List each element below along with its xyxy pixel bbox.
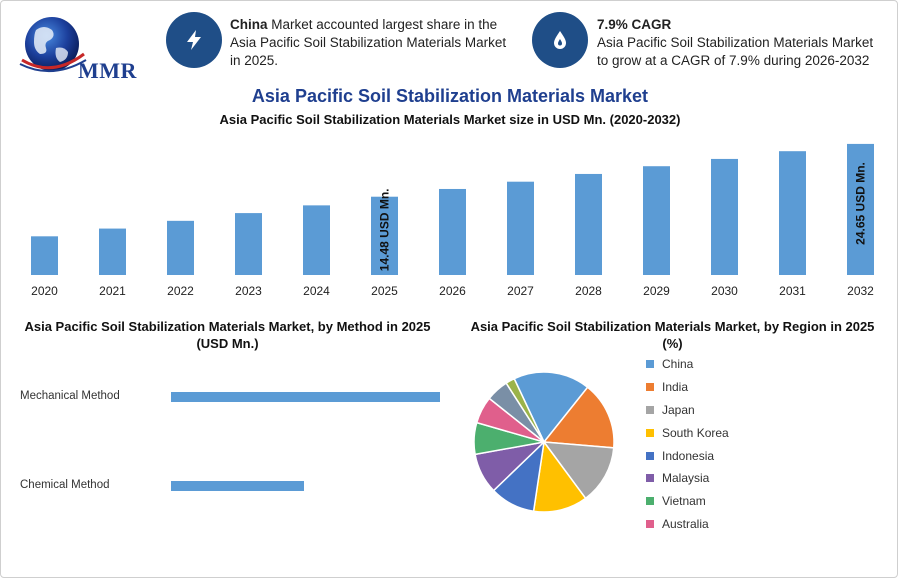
highlight-body: Market accounted largest share in the As… xyxy=(230,17,507,68)
bar-2028 xyxy=(575,173,602,275)
bar-2026 xyxy=(439,188,466,275)
pie-slice-others-2 xyxy=(505,377,545,443)
highlight-strong: 7.9% CAGR xyxy=(597,17,672,32)
x-tick-label: 2026 xyxy=(439,284,466,298)
bar-2029 xyxy=(643,166,670,275)
legend-item: Japan xyxy=(646,399,729,422)
lightning-icon-badge xyxy=(166,12,222,68)
bar-2022 xyxy=(167,220,194,275)
drop-icon-badge xyxy=(532,12,588,68)
legend-swatch xyxy=(646,405,654,414)
x-tick-label: 2024 xyxy=(303,284,330,298)
data-label: 14.48 USD Mn. xyxy=(378,189,392,272)
region-pie-chart xyxy=(473,371,615,513)
bar-chart-title: Asia Pacific Soil Stabilization Material… xyxy=(219,112,681,127)
x-tick-label: 2023 xyxy=(235,284,262,298)
logo-text: MMR xyxy=(78,58,137,83)
legend-label: Australia xyxy=(662,516,709,531)
legend-item: Vietnam xyxy=(646,490,729,513)
bar-2023 xyxy=(235,213,262,275)
highlight-china: China Market accounted largest share in … xyxy=(230,16,520,70)
legend-swatch xyxy=(646,474,654,483)
legend-label: Japan xyxy=(662,402,695,417)
legend-item: South Korea xyxy=(646,421,729,444)
legend-swatch xyxy=(646,519,654,528)
bar-2020 xyxy=(31,236,58,275)
legend-swatch xyxy=(646,428,654,437)
bar-2031 xyxy=(779,151,806,275)
region-legend: China India Japan South Korea Indonesia Malay… xyxy=(646,353,729,535)
method-label: Chemical Method xyxy=(20,479,110,491)
legend-swatch xyxy=(646,383,654,392)
method-bar xyxy=(171,481,305,491)
pie-slice-india xyxy=(542,386,615,449)
highlight-cagr: 7.9% CAGR Asia Pacific Soil Stabilizatio… xyxy=(597,16,887,70)
legend-label: South Korea xyxy=(662,425,729,440)
method-bar xyxy=(171,392,441,402)
x-tick-label: 2025 xyxy=(371,284,398,298)
x-tick-label: 2031 xyxy=(779,284,806,298)
bar-2032 xyxy=(847,143,874,275)
legend-label: India xyxy=(662,380,689,395)
method-label: Mechanical Method xyxy=(20,390,120,402)
market-size-bar-chart: 2020 2021 2022 2023 2024 2025 14.48 USD Mn. 202… xyxy=(31,143,874,298)
legend-label: Malaysia xyxy=(662,471,710,486)
logo: MMR xyxy=(16,14,138,83)
legend-label: China xyxy=(662,357,694,372)
legend-swatch xyxy=(646,497,654,506)
drop-icon xyxy=(554,31,566,49)
bar-2030 xyxy=(711,158,738,275)
legend-label: Indonesia xyxy=(662,448,715,463)
globe-icon xyxy=(19,17,87,73)
highlight-strong: China xyxy=(230,17,268,32)
x-tick-label: 2032 xyxy=(847,284,874,298)
x-tick-label: 2022 xyxy=(167,284,194,298)
x-tick-label: 2028 xyxy=(575,284,602,298)
method-chart-title: Asia Pacific Soil Stabilization Material… xyxy=(24,319,431,351)
legend-label: Vietnam xyxy=(662,494,706,509)
x-tick-label: 2021 xyxy=(99,284,126,298)
bar-2024 xyxy=(303,205,330,275)
pie-slice-china xyxy=(513,371,589,444)
lightning-icon xyxy=(187,30,201,50)
legend-swatch xyxy=(646,451,654,460)
bar-2025 xyxy=(371,196,398,275)
pie-slice-japan xyxy=(542,441,615,500)
region-chart-title: Asia Pacific Soil Stabilization Material… xyxy=(470,319,875,351)
legend-item: India xyxy=(646,376,729,399)
x-tick-label: 2027 xyxy=(507,284,534,298)
data-label: 24.65 USD Mn. xyxy=(854,162,868,245)
bar-2021 xyxy=(99,228,126,275)
legend-item: Malaysia xyxy=(646,467,729,490)
x-tick-label: 2029 xyxy=(643,284,670,298)
legend-item: China xyxy=(646,353,729,376)
x-tick-label: 2020 xyxy=(31,284,58,298)
page-title: Asia Pacific Soil Stabilization Material… xyxy=(251,86,649,106)
legend-swatch xyxy=(646,360,654,369)
bar-2027 xyxy=(507,181,534,275)
legend-item: Indonesia xyxy=(646,444,729,467)
highlight-body: Asia Pacific Soil Stabilization Material… xyxy=(597,35,874,68)
x-tick-label: 2030 xyxy=(711,284,738,298)
legend-item: Australia xyxy=(646,513,729,536)
